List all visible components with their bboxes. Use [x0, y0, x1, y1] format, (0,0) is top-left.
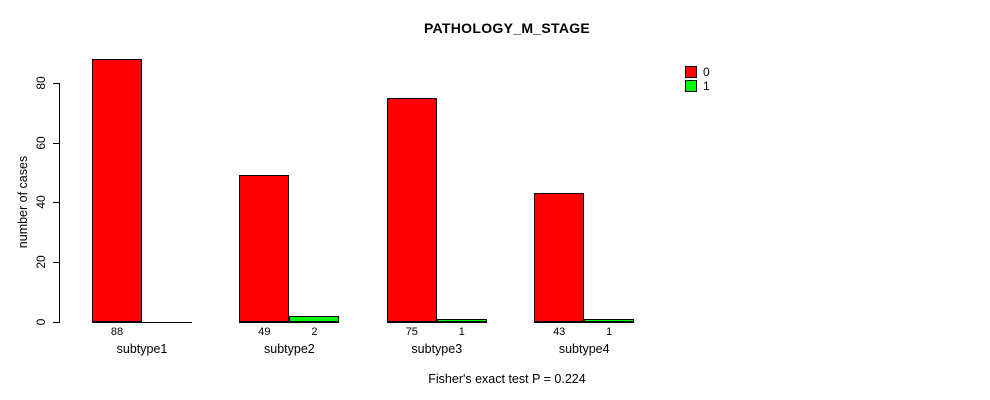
bar-0-subtype1 — [92, 58, 142, 322]
y-tick-label: 20 — [34, 255, 48, 269]
chart-title: PATHOLOGY_M_STAGE — [423, 20, 591, 36]
statistical-test-note: Fisher's exact test P = 0.224 — [428, 372, 586, 386]
legend-entry: 0 — [685, 65, 710, 78]
x-baseline — [534, 322, 635, 323]
y-tick-label: 60 — [34, 135, 48, 150]
legend-swatch-green — [685, 79, 697, 92]
y-tick-label: 40 — [34, 195, 48, 210]
x-category-label: subtype3 — [411, 342, 463, 356]
bar-0-subtype4 — [534, 193, 585, 322]
y-axis-label: number of cases — [16, 155, 30, 249]
y-tick-label: 80 — [34, 76, 48, 90]
x-baseline — [386, 322, 487, 323]
bar-1-subtype3 — [436, 319, 487, 322]
x-baseline — [239, 322, 340, 323]
legend-entry: 1 — [685, 79, 710, 92]
y-tick-mark — [53, 202, 59, 204]
y-tick-mark — [53, 262, 59, 264]
legend-swatch-red — [685, 65, 697, 78]
bar-value-label: 2 — [311, 326, 318, 338]
x-category-label: subtype4 — [558, 342, 610, 356]
y-axis-line — [59, 82, 60, 323]
bar-0-subtype3 — [386, 97, 437, 322]
bar-value-label: 43 — [553, 326, 566, 338]
y-tick-mark — [53, 82, 59, 84]
bar-1-subtype2 — [289, 316, 340, 322]
legend-label: 1 — [703, 78, 710, 93]
bar-value-label: 1 — [458, 326, 465, 338]
x-category-label: subtype1 — [116, 342, 168, 356]
x-baseline — [92, 322, 192, 323]
y-tick-mark — [53, 322, 59, 323]
bar-1-subtype4 — [584, 319, 635, 322]
legend: 0 1 — [685, 65, 710, 93]
bar-value-label: 1 — [606, 326, 613, 338]
bar-value-label: 75 — [405, 326, 418, 338]
x-category-label: subtype2 — [264, 342, 315, 356]
bar-value-label: 49 — [258, 326, 271, 338]
legend-label: 0 — [703, 64, 710, 79]
y-tick-label: 0 — [34, 318, 48, 326]
bar-0-subtype2 — [239, 175, 290, 322]
y-tick-mark — [53, 142, 59, 144]
bar-value-label: 88 — [110, 326, 124, 338]
